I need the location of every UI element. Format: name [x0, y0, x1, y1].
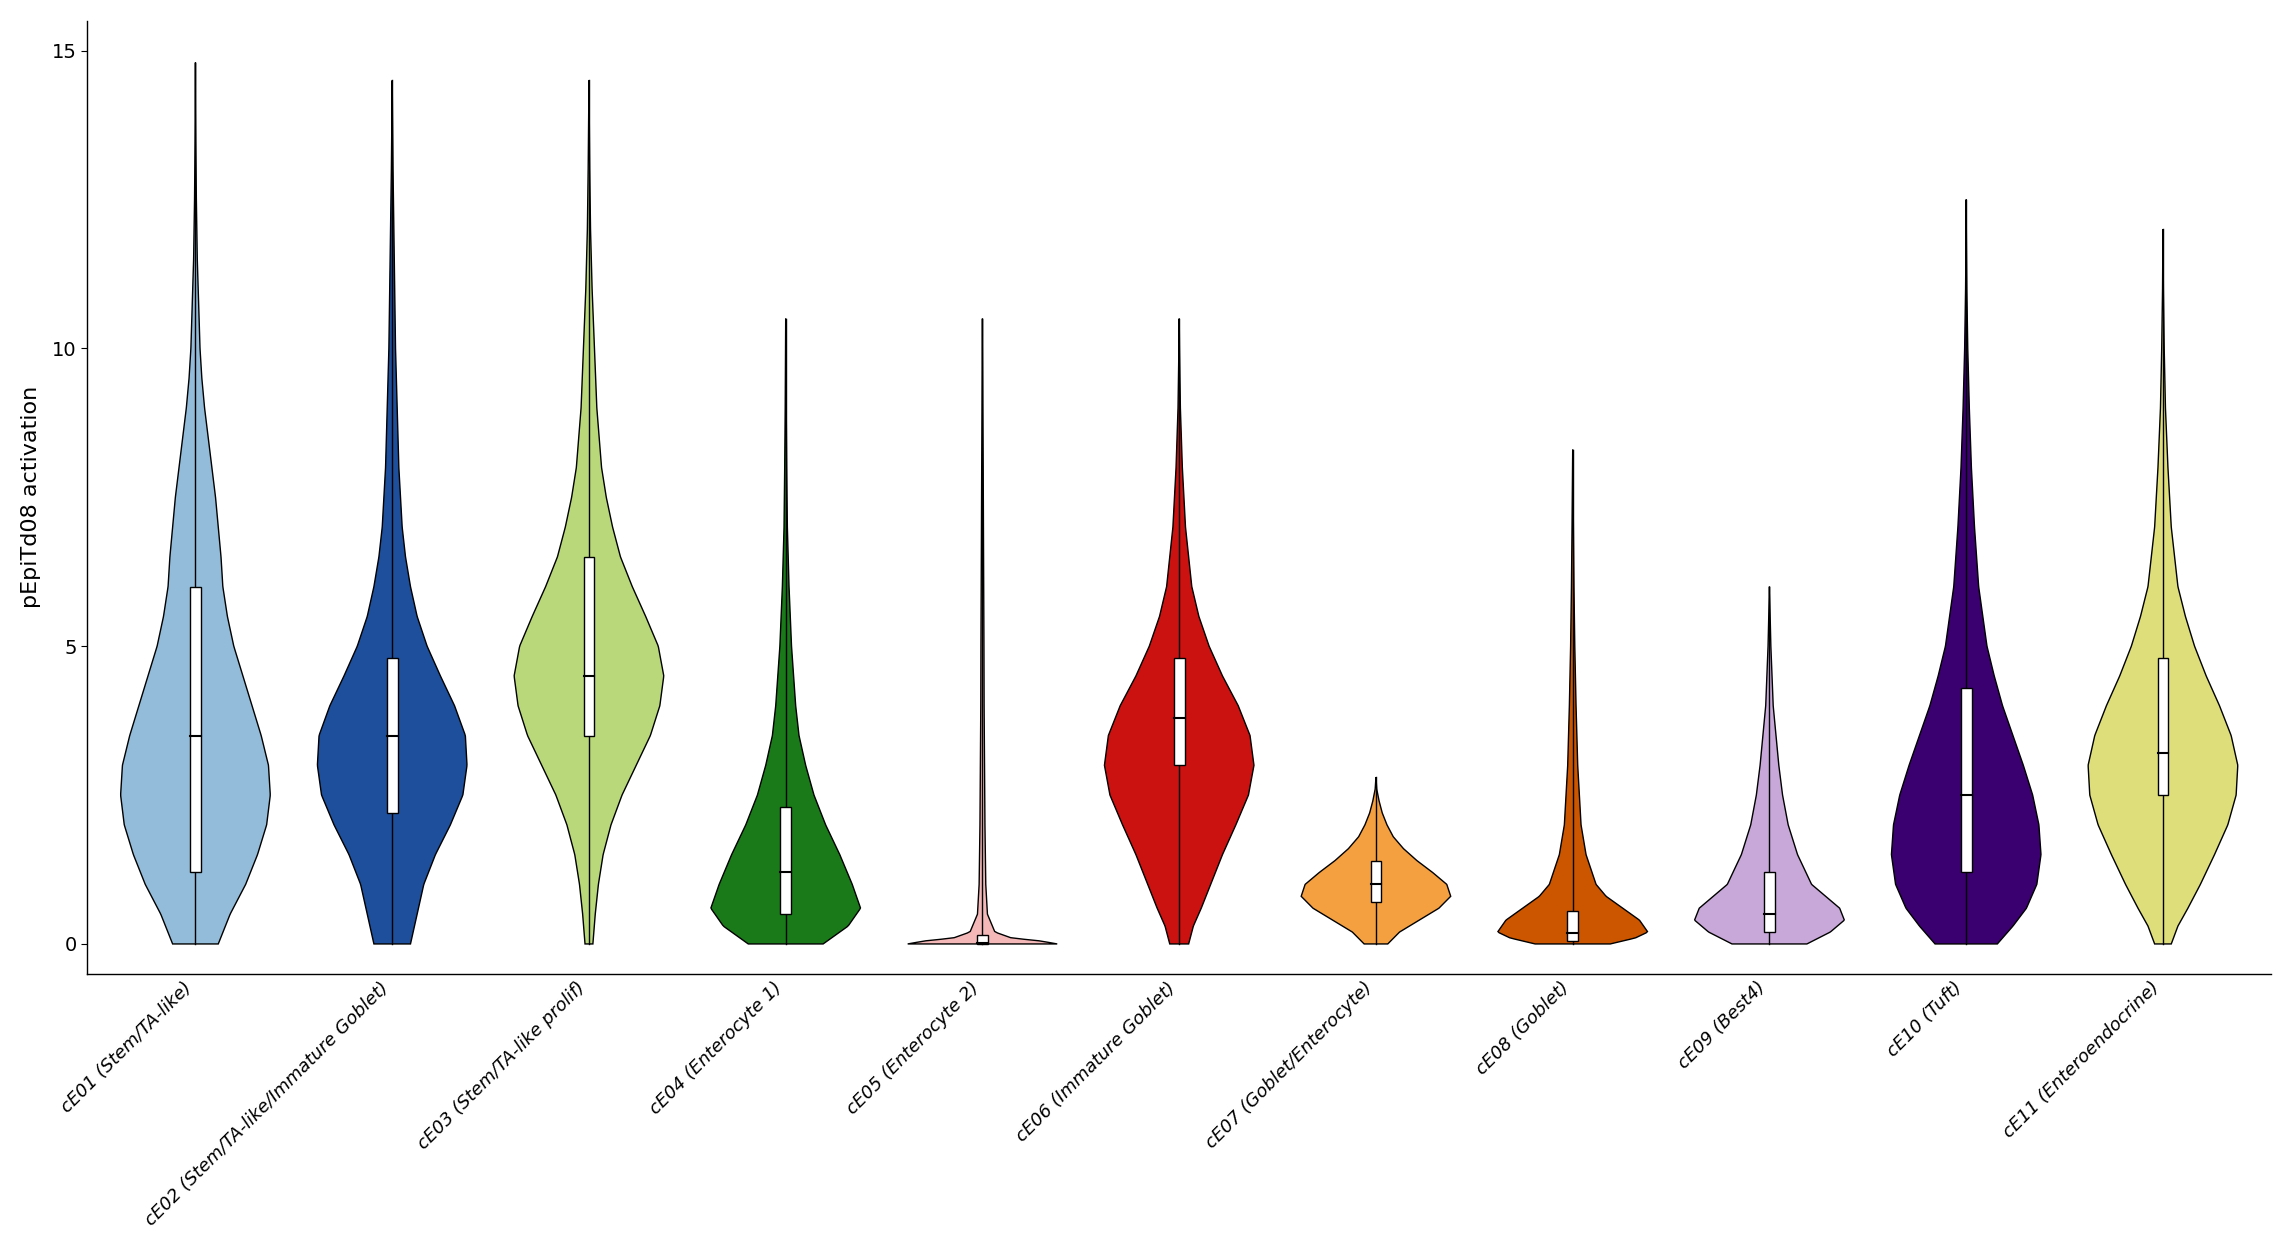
- Polygon shape: [513, 80, 665, 944]
- FancyBboxPatch shape: [2157, 658, 2168, 795]
- Polygon shape: [2088, 229, 2237, 944]
- Polygon shape: [1694, 586, 1845, 944]
- Polygon shape: [1302, 778, 1451, 944]
- FancyBboxPatch shape: [779, 808, 791, 914]
- FancyBboxPatch shape: [1765, 872, 1774, 932]
- FancyBboxPatch shape: [1568, 911, 1579, 941]
- FancyBboxPatch shape: [584, 556, 594, 735]
- Polygon shape: [316, 80, 468, 944]
- Polygon shape: [121, 62, 270, 944]
- FancyBboxPatch shape: [1371, 860, 1382, 902]
- Polygon shape: [1499, 450, 1648, 944]
- FancyBboxPatch shape: [976, 935, 988, 944]
- Polygon shape: [1891, 200, 2040, 944]
- Y-axis label: pEpiTd08 activation: pEpiTd08 activation: [21, 386, 41, 609]
- Polygon shape: [711, 319, 860, 944]
- FancyBboxPatch shape: [1960, 688, 1971, 872]
- FancyBboxPatch shape: [387, 658, 397, 812]
- FancyBboxPatch shape: [1174, 658, 1185, 765]
- FancyBboxPatch shape: [190, 586, 202, 872]
- Polygon shape: [1105, 319, 1254, 944]
- Polygon shape: [908, 319, 1057, 944]
